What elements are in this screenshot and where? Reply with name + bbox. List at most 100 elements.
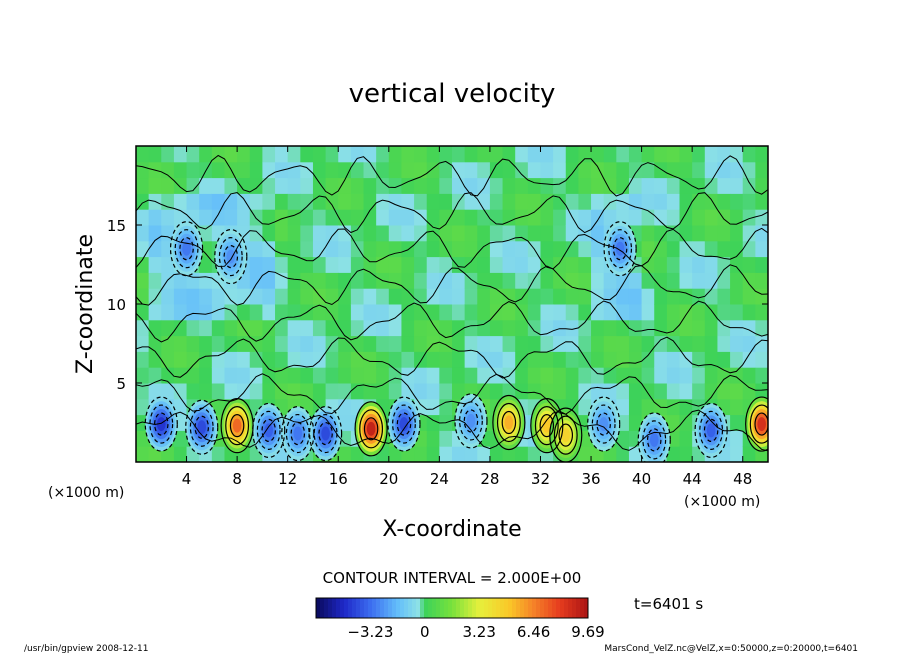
heatmap-cell (565, 161, 579, 179)
heatmap-cell (401, 240, 415, 258)
colorbar-swatch (512, 598, 517, 618)
heatmap-cell (553, 256, 567, 273)
heatmap-cell (717, 351, 731, 368)
heatmap-cell (755, 193, 768, 210)
heatmap-cell (666, 446, 681, 462)
heatmap-cell (325, 256, 339, 273)
colorbar-swatch (344, 598, 349, 618)
contour-line (539, 414, 555, 438)
colorbar-swatch (412, 598, 417, 618)
heatmap-cell (591, 288, 605, 305)
colorbar-swatch (388, 598, 393, 618)
heatmap-cell (426, 430, 440, 447)
heatmap-cell (679, 367, 693, 384)
heatmap-cell (704, 351, 718, 368)
heatmap-cell (312, 225, 327, 242)
colorbar-swatch (520, 598, 525, 618)
heatmap-cell (401, 383, 415, 400)
heatmap-cell (477, 351, 491, 368)
heatmap-cell (388, 383, 402, 400)
heatmap-cell (477, 288, 491, 305)
heatmap-cell (679, 177, 693, 194)
heatmap-cell (211, 177, 225, 194)
chart-title: vertical velocity (349, 79, 556, 109)
colorbar-swatch (348, 598, 353, 618)
heatmap-cell (515, 240, 529, 258)
x-tick-label: 44 (683, 470, 702, 488)
heatmap-cell (692, 383, 706, 400)
heatmap-cell (173, 288, 188, 305)
colorbar-swatch (536, 598, 541, 618)
contour-line (608, 229, 633, 269)
heatmap-cell (553, 319, 567, 337)
heatmap-cell (477, 225, 491, 242)
heatmap-cell (199, 319, 213, 337)
heatmap-cell (730, 272, 744, 289)
heatmap-cell (755, 272, 768, 289)
heatmap-cell (565, 288, 579, 305)
heatmap-cell (464, 209, 478, 226)
heatmap-cell (679, 225, 693, 242)
heatmap-cell (654, 193, 668, 210)
heatmap-cell (603, 209, 617, 226)
heatmap-cell (148, 319, 162, 337)
heatmap-cell (755, 225, 768, 242)
x-tick-label: 8 (232, 470, 242, 488)
colorbar-swatch (476, 598, 481, 618)
colorbar-swatch (368, 598, 373, 618)
heatmap-cell (742, 193, 756, 210)
heatmap-cell (692, 351, 706, 368)
heatmap-cell (628, 367, 643, 384)
colorbar-swatch (556, 598, 561, 618)
contour-interval-label: CONTOUR INTERVAL = 2.000E+00 (323, 569, 582, 587)
heatmap-cell (388, 319, 402, 337)
heatmap-cell (742, 272, 756, 289)
heatmap-cell (325, 225, 339, 242)
heatmap-cell (666, 256, 681, 273)
heatmap-cell (464, 225, 478, 242)
heatmap-cell (148, 225, 162, 242)
heatmap-cell (148, 146, 162, 163)
heatmap-cell (401, 351, 415, 368)
heatmap-cell (628, 177, 643, 194)
contour-line (290, 421, 306, 446)
heatmap-cell (527, 193, 541, 210)
heatmap-cell (515, 367, 529, 384)
heatmap-cell (426, 304, 440, 321)
heatmap-cell (565, 351, 579, 368)
heatmap-cell (489, 272, 504, 289)
heatmap-cell (439, 383, 453, 400)
heatmap-cell (755, 304, 768, 321)
contour-line (359, 409, 384, 449)
feature-level (466, 413, 476, 428)
heatmap-cell (628, 414, 643, 431)
heatmap-cell (742, 446, 756, 462)
heatmap-cell (628, 272, 643, 289)
heatmap-cell (578, 319, 592, 337)
heatmap-cell (692, 272, 706, 289)
heatmap-cell (237, 383, 251, 400)
heatmap-cell (262, 288, 276, 305)
contour-line (642, 420, 667, 460)
heatmap-cell (502, 383, 516, 400)
heatmap-cell (262, 146, 276, 163)
heatmap-cell (654, 383, 668, 400)
heatmap-cell (262, 177, 276, 194)
heatmap-cell (452, 256, 466, 273)
heatmap-cell (527, 319, 541, 337)
heatmap-cell (730, 225, 744, 242)
heatmap-cell (350, 177, 365, 194)
heatmap-cell (414, 193, 428, 210)
heatmap-cell (401, 319, 415, 337)
contour-line (463, 409, 479, 433)
heatmap-cell (755, 240, 768, 258)
heatmap-cell (275, 146, 289, 163)
heatmap-cell (527, 161, 541, 179)
heatmap-cell (452, 146, 466, 163)
heatmap-cell (603, 146, 617, 163)
heatmap-cell (287, 304, 301, 321)
heatmap-cell (363, 161, 377, 179)
feature-level (542, 418, 552, 433)
heatmap-cell (527, 335, 541, 352)
heatmap-cell (161, 288, 175, 305)
